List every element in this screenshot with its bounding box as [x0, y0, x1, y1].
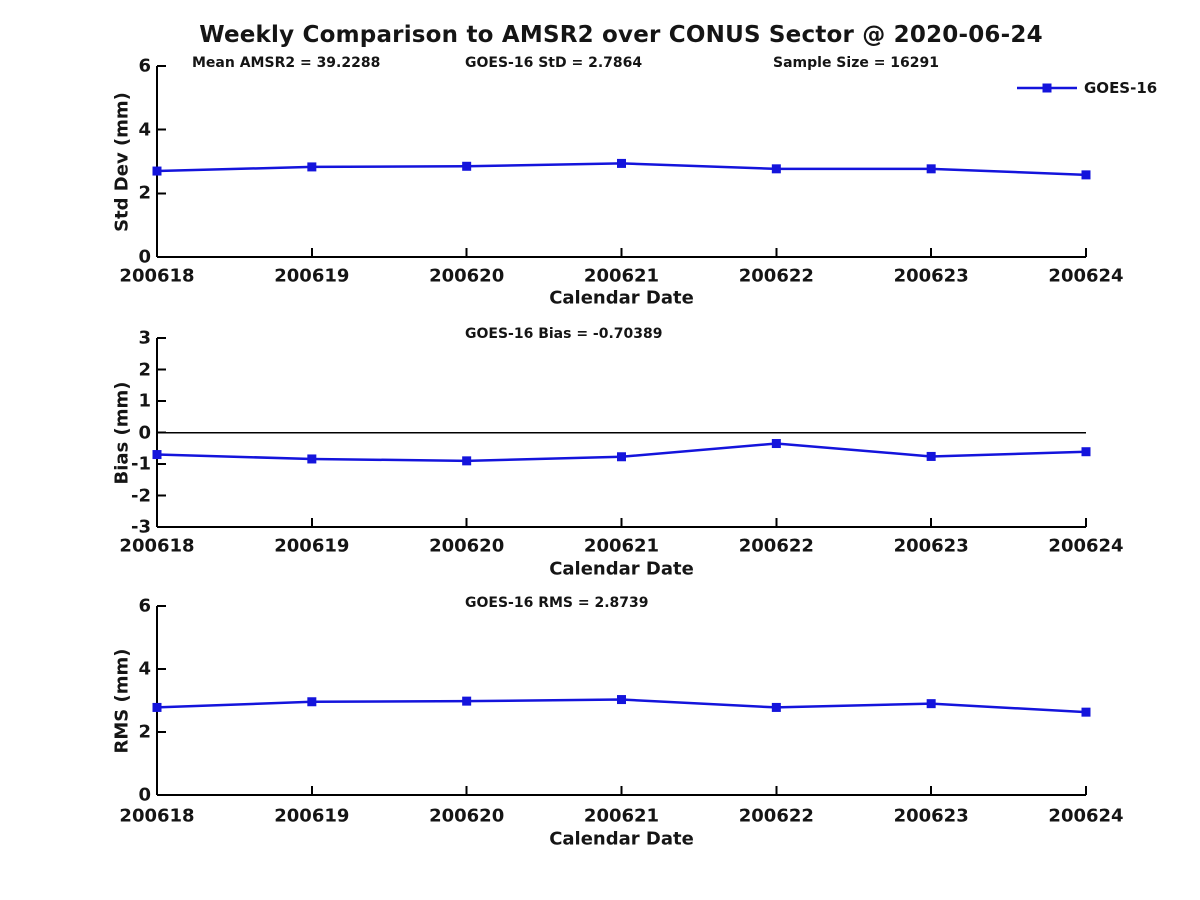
y-tick-label: 6 [138, 595, 151, 617]
y-tick-label: 3 [138, 327, 151, 349]
y-tick-label: 4 [138, 119, 151, 141]
y-tick-label: 4 [138, 658, 151, 680]
x-axis-label: Calendar Date [549, 558, 694, 580]
data-point-marker [926, 699, 936, 709]
x-tick-label: 200624 [1048, 535, 1124, 557]
data-point-marker [617, 158, 626, 168]
data-point-marker [462, 696, 472, 706]
y-tick-label: -1 [131, 453, 151, 475]
y-tick-label: 1 [138, 390, 151, 412]
x-tick-label: 200620 [429, 535, 505, 557]
x-tick-label: 200623 [893, 535, 969, 557]
data-point-marker [771, 439, 781, 449]
data-point-marker [152, 702, 162, 712]
stat-annotation: Mean AMSR2 = 39.2288 [192, 55, 381, 71]
data-point-marker [617, 452, 626, 462]
x-tick-label: 200621 [583, 265, 660, 287]
data-point-marker [1081, 707, 1091, 717]
x-tick-label: 200622 [738, 805, 814, 827]
data-point-marker [307, 162, 317, 172]
legend-label: GOES-16 [1084, 79, 1158, 97]
figure-title: Weekly Comparison to AMSR2 over CONUS Se… [199, 22, 1043, 48]
y-tick-label: 0 [138, 422, 151, 443]
stat-annotation: GOES-16 RMS = 2.8739 [465, 595, 649, 611]
y-tick-label: 0 [138, 246, 151, 268]
x-tick-label: 200620 [429, 265, 505, 287]
x-tick-label: 200623 [893, 805, 969, 827]
x-tick-label: 200621 [583, 805, 660, 827]
data-point-marker [617, 695, 626, 705]
data-point-marker [1081, 447, 1091, 457]
legend-sample-marker [1042, 83, 1052, 93]
x-tick-label: 200620 [429, 805, 505, 827]
stat-annotation: GOES-16 Bias = -0.70389 [465, 326, 663, 342]
data-point-marker [152, 450, 162, 460]
data-point-marker [926, 451, 936, 461]
y-tick-label: 6 [138, 55, 151, 77]
stat-annotation: Sample Size = 16291 [773, 55, 940, 71]
stat-annotation: GOES-16 StD = 2.7864 [465, 55, 643, 71]
x-tick-label: 200619 [274, 265, 350, 287]
x-tick-label: 200623 [893, 265, 969, 287]
x-axis-label: Calendar Date [549, 828, 694, 850]
data-point-marker [307, 454, 317, 464]
x-tick-label: 200624 [1048, 265, 1124, 287]
data-point-marker [462, 161, 472, 171]
data-point-marker [771, 164, 781, 174]
y-tick-label: -3 [131, 516, 151, 538]
y-tick-label: 2 [138, 721, 151, 743]
data-point-marker [1081, 170, 1091, 180]
data-point-marker [462, 456, 472, 466]
x-tick-label: 200619 [274, 535, 350, 557]
y-tick-label: 2 [138, 182, 151, 204]
data-point-marker [771, 702, 781, 712]
x-tick-label: 200622 [738, 265, 814, 287]
y-axis-label: RMS (mm) [111, 648, 133, 753]
data-point-marker [307, 697, 317, 707]
x-tick-label: 200618 [119, 805, 195, 827]
y-tick-label: -2 [131, 485, 151, 506]
x-tick-label: 200621 [583, 535, 660, 557]
y-tick-label: 2 [138, 359, 151, 380]
x-tick-label: 200622 [738, 535, 814, 557]
y-axis-label: Std Dev (mm) [111, 91, 133, 232]
y-axis-label: Bias (mm) [111, 381, 133, 484]
data-point-marker [926, 164, 936, 174]
x-axis-label: Calendar Date [549, 287, 694, 309]
x-tick-label: 200618 [119, 265, 195, 287]
x-tick-label: 200618 [119, 535, 195, 557]
x-tick-label: 200624 [1048, 805, 1124, 827]
y-tick-label: 0 [138, 784, 151, 806]
data-point-marker [152, 166, 162, 176]
x-tick-label: 200619 [274, 805, 350, 827]
